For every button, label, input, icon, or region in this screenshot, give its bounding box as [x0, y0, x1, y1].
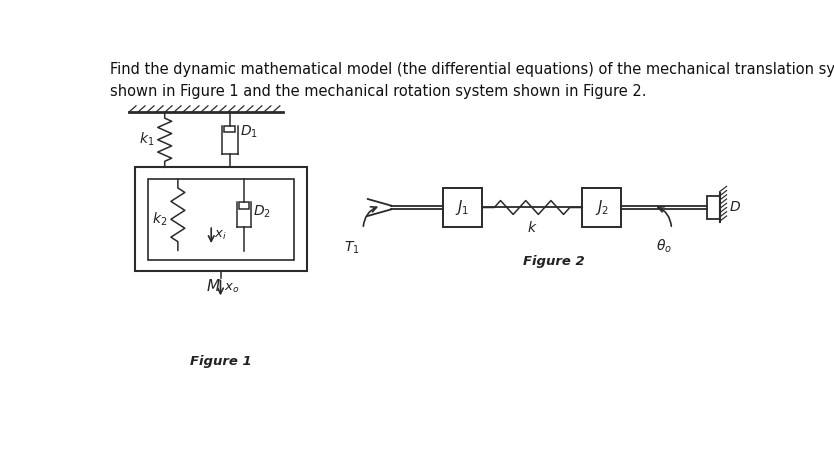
Text: $D_1$: $D_1$ [240, 124, 258, 140]
Text: $D_2$: $D_2$ [253, 204, 271, 220]
Text: $T_1$: $T_1$ [344, 239, 360, 256]
Text: $k_2$: $k_2$ [152, 211, 167, 228]
Bar [135, 167, 307, 272]
Text: Figure 1: Figure 1 [190, 355, 252, 368]
Bar [224, 126, 235, 132]
Bar [582, 188, 621, 227]
Text: $k$: $k$ [527, 220, 537, 235]
Text: $J_1$: $J_1$ [455, 198, 470, 217]
Text: $D$: $D$ [729, 200, 741, 214]
Bar [239, 202, 249, 209]
Text: $x_o$: $x_o$ [224, 281, 239, 294]
Text: Figure 2: Figure 2 [523, 255, 585, 268]
Text: $J_2$: $J_2$ [595, 198, 609, 217]
Text: $\theta_o$: $\theta_o$ [656, 237, 672, 255]
Bar [443, 188, 482, 227]
Text: Find the dynamic mathematical model (the differential equations) of the mechanic: Find the dynamic mathematical model (the… [110, 62, 834, 99]
Text: $k_1$: $k_1$ [138, 131, 153, 148]
Bar [707, 196, 720, 219]
Bar [148, 179, 294, 260]
Text: $M$: $M$ [206, 278, 221, 293]
Text: $x_i$: $x_i$ [214, 229, 227, 242]
